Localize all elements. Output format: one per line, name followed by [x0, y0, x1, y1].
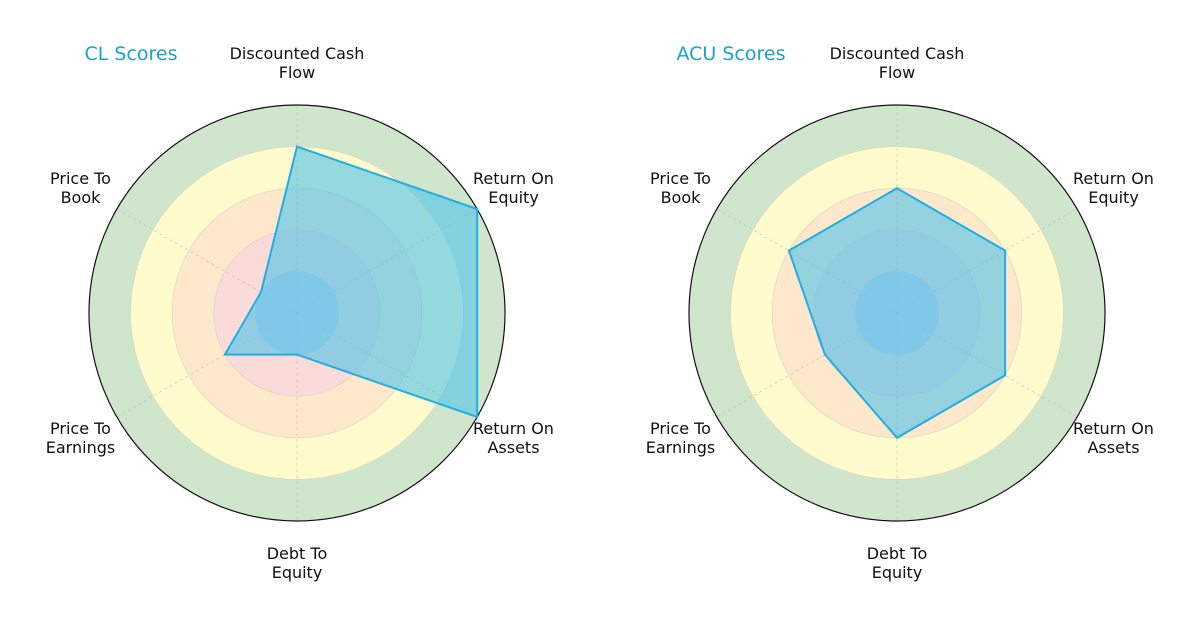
category-label: Return On Assets: [473, 419, 554, 457]
category-label-line: Return On: [473, 419, 554, 438]
category-label-line: Earnings: [46, 438, 115, 457]
spoke: [116, 312, 298, 418]
category-label: Price To Book: [650, 169, 711, 207]
category-label-line: Return On: [473, 169, 554, 188]
category-label-line: Equity: [1088, 188, 1139, 207]
chart-title: ACU Scores: [677, 43, 786, 65]
category-label-line: Flow: [279, 63, 316, 82]
category-label: Discounted Cash Flow: [830, 44, 965, 82]
category-label-line: Equity: [272, 563, 323, 582]
category-label-line: Discounted Cash: [230, 44, 365, 63]
category-label-line: Equity: [872, 563, 923, 582]
category-label: Debt To Equity: [267, 544, 328, 582]
spoke: [116, 208, 298, 314]
outer-ring: [688, 104, 1106, 522]
category-label-line: Price To: [50, 169, 111, 188]
category-label-line: Assets: [1087, 438, 1139, 457]
category-label: Price To Book: [50, 169, 111, 207]
outer-ring: [88, 104, 506, 522]
category-label: Return On Assets: [1073, 419, 1154, 457]
category-label-line: Book: [61, 188, 102, 207]
category-label-line: Debt To: [267, 544, 328, 563]
category-label: Price To Earnings: [646, 419, 715, 457]
category-label: Discounted Cash Flow: [230, 44, 365, 82]
category-label: Return On Equity: [473, 169, 554, 207]
category-label-line: Equity: [488, 188, 539, 207]
category-label-line: Debt To: [867, 544, 928, 563]
category-label-line: Price To: [650, 419, 711, 438]
category-label-line: Price To: [650, 169, 711, 188]
category-label-line: Return On: [1073, 419, 1154, 438]
category-label-line: Book: [661, 188, 702, 207]
category-label-line: Assets: [487, 438, 539, 457]
category-label-line: Return On: [1073, 169, 1154, 188]
category-label: Debt To Equity: [867, 544, 928, 582]
category-label-line: Price To: [50, 419, 111, 438]
category-label-line: Discounted Cash: [830, 44, 965, 63]
spoke: [716, 312, 898, 418]
category-label: Price To Earnings: [46, 419, 115, 457]
category-label: Return On Equity: [1073, 169, 1154, 207]
chart-title: CL Scores: [84, 43, 177, 65]
category-label-line: Earnings: [646, 438, 715, 457]
category-label-line: Flow: [879, 63, 916, 82]
